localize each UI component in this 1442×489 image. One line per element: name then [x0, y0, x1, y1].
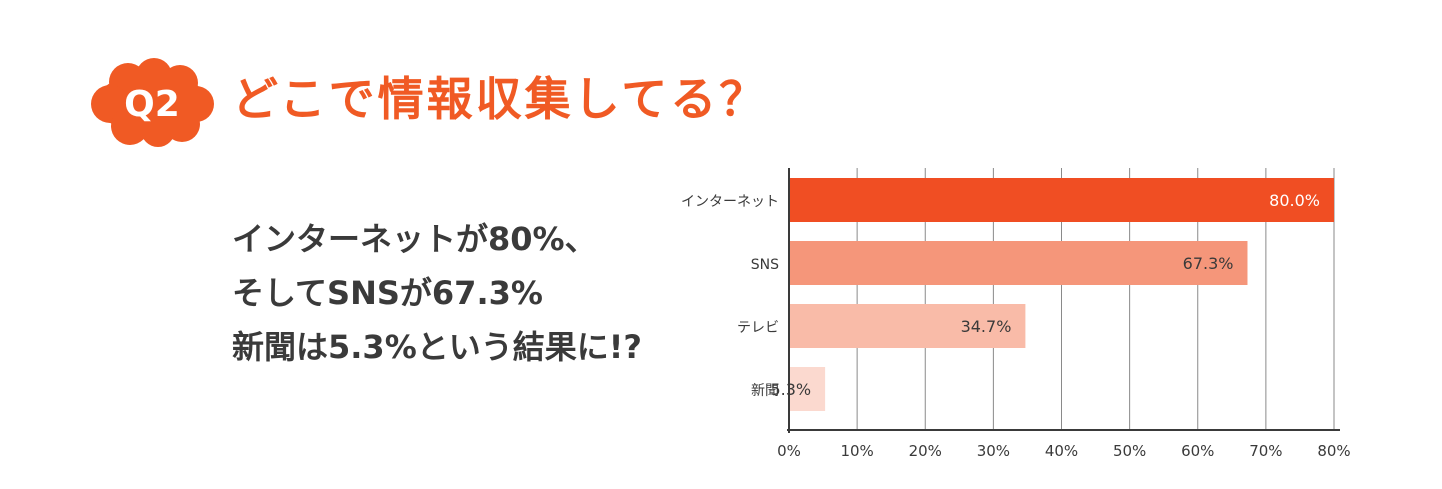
- x-tick-label: 60%: [1181, 442, 1214, 460]
- bar: [789, 241, 1248, 285]
- x-tick-label: 0%: [777, 442, 801, 460]
- bar: [789, 304, 1026, 348]
- q2-badge: Q2: [91, 58, 214, 147]
- summary-line-1: インターネットが80%、: [232, 220, 597, 258]
- page-title: どこで情報収集してる？: [232, 72, 769, 126]
- x-tick-label: 10%: [840, 442, 873, 460]
- category-label: 新聞: [751, 383, 779, 399]
- badge-label: Q2: [124, 84, 180, 125]
- x-tick-label: 70%: [1249, 442, 1282, 460]
- bar-value-label: 5.3%: [770, 380, 811, 399]
- category-label: SNS: [751, 257, 779, 273]
- category-label: インターネット: [681, 194, 779, 210]
- summary-text: インターネットが80%、 そしてSNSが67.3% 新聞は5.3%という結果に!…: [232, 220, 642, 382]
- bar-value-label: 67.3%: [1183, 254, 1234, 273]
- x-tick-label: 80%: [1317, 442, 1350, 460]
- cloud-icon: [91, 58, 214, 147]
- x-tick-label: 30%: [977, 442, 1010, 460]
- x-tick-label: 50%: [1113, 442, 1146, 460]
- summary-line-3: 新聞は5.3%という結果に!?: [232, 328, 642, 366]
- x-tick-label: 20%: [909, 442, 942, 460]
- bar: [789, 367, 826, 411]
- bar-value-label: 34.7%: [961, 317, 1012, 336]
- bar-value-label: 80.0%: [1269, 191, 1320, 210]
- bar: [789, 178, 1334, 222]
- category-label: テレビ: [737, 320, 779, 336]
- summary-line-2: そしてSNSが67.3%: [232, 274, 543, 312]
- x-tick-label: 40%: [1045, 442, 1078, 460]
